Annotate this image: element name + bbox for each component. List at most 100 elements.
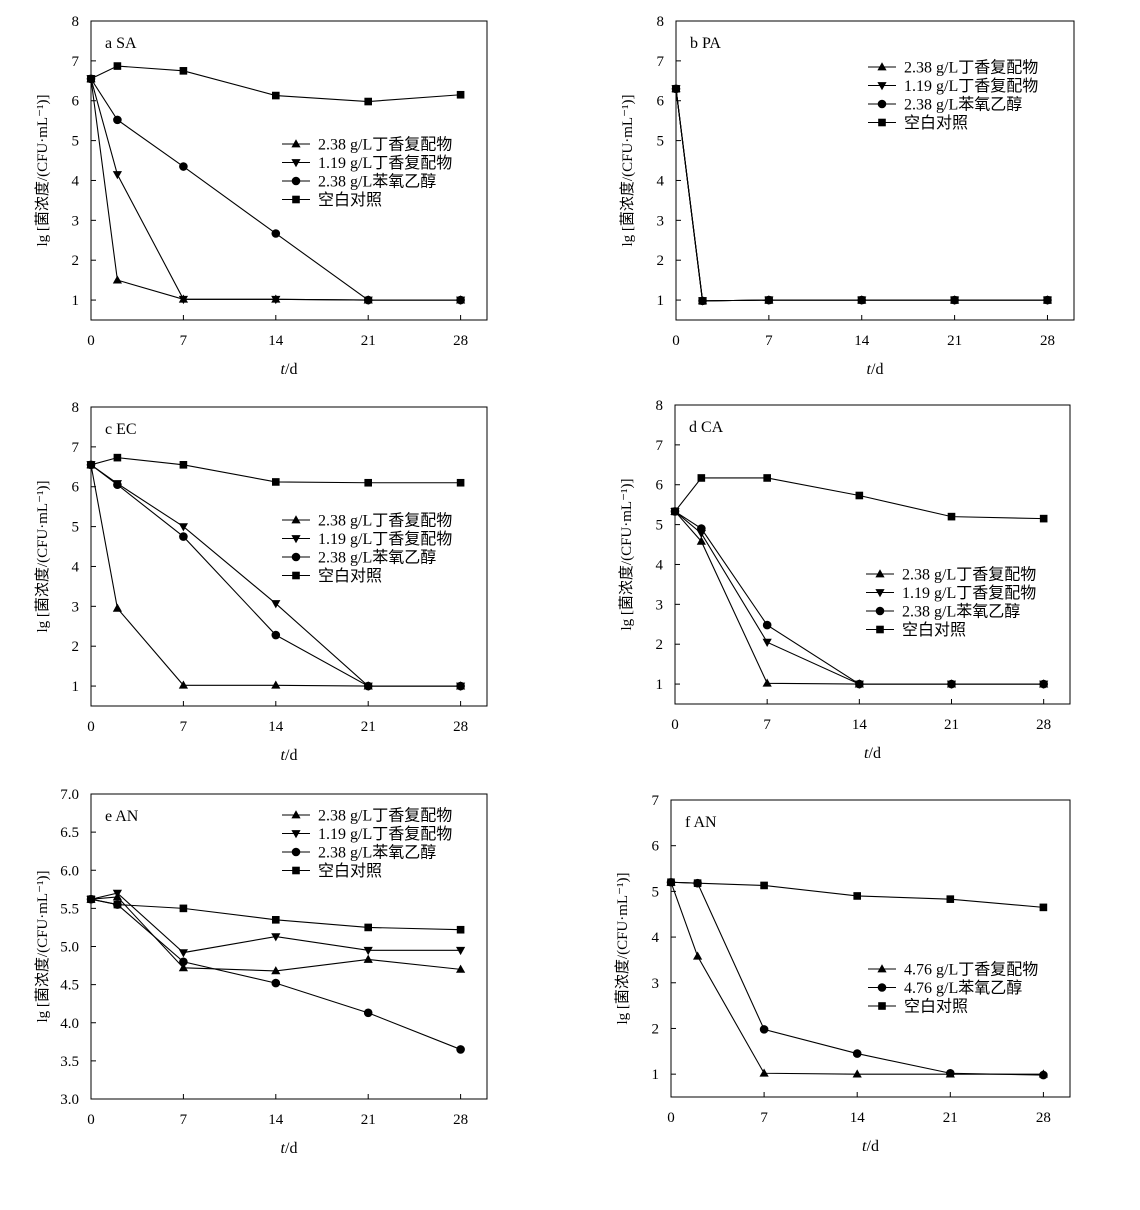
x-axis-label: t/d [864,745,881,762]
data-point [697,474,706,482]
data-point [693,879,702,887]
data-point [87,895,95,904]
data-point [87,75,95,83]
y-tick-label: 6.0 [60,863,79,879]
plot-frame [90,20,488,321]
data-point [364,97,372,106]
x-tick-label: 14 [850,1110,866,1126]
x-axis-label: t/d [862,1138,879,1155]
legend-entry: 空白对照 [904,998,968,1016]
y-tick-label: 8 [656,398,664,414]
data-point [179,904,188,913]
x-tick-label: 7 [180,719,188,735]
series-line [674,477,1044,520]
series-line [90,464,461,687]
y-tick-label: 5 [656,518,664,534]
legend-marker [875,569,885,578]
series-2 [671,85,1053,306]
series-line [90,78,461,301]
y-axis-label: lg [菌浓度/(CFU·mL⁻¹)] [34,871,51,1023]
legend-marker [877,62,887,71]
data-point [852,1049,862,1058]
series-line [670,881,1044,908]
x-tick-label: 28 [1040,333,1055,349]
x-tick-label: 0 [87,719,95,735]
y-tick-label: 2 [656,637,664,653]
y-tick-label: 2 [72,639,80,655]
data-point [857,296,866,304]
chart-panel-4: 0 7 14 21 28 1 2 3 4 5 6 7 8 t/d lg [菌浓度/(CFU·mL⁻¹)] d … [618,398,1071,762]
data-point [363,681,373,691]
panel-label: f AN [685,814,717,831]
legend-entry: 2.38 g/L丁香复配物 [902,566,1036,584]
series-3 [667,878,1048,912]
x-axis-label: t/d [281,361,298,378]
plot-frame [674,404,1071,705]
legend-marker [292,866,300,875]
x-tick-label: 0 [667,1110,675,1126]
data-point [763,474,771,482]
x-tick-label: 7 [180,333,188,349]
legend-marker [877,983,887,992]
y-tick-label: 8 [72,400,80,416]
legend-entry: 4.76 g/L苯氧乙醇 [904,979,1022,997]
data-point [456,295,465,305]
data-point [363,954,373,963]
legend-entry: 2.38 g/L苯氧乙醇 [318,549,436,567]
series-4 [672,84,1052,305]
y-tick-label: 2 [72,253,80,269]
data-point [364,478,372,487]
data-point [456,681,465,691]
data-point [667,878,675,887]
y-axis-label: lg [菌浓度/(CFU·mL⁻¹)] [618,479,635,631]
x-tick-label: 0 [671,717,679,733]
legend-entry: 1.19 g/L丁香复配物 [318,825,452,843]
y-tick-label: 6 [72,480,80,496]
x-tick-label: 7 [763,717,771,733]
data-point [946,895,955,903]
data-point [950,296,959,304]
x-tick-label: 7 [180,1112,188,1128]
chart-panel-2: 0 7 14 21 28 1 2 3 4 5 6 7 8 t/d lg [菌浓度/(CFU·mL⁻¹)] b … [619,14,1075,378]
y-tick-label: 4.0 [60,1016,79,1032]
legend-marker [877,964,887,973]
plot-frame [675,20,1075,321]
data-point [363,946,373,956]
legend-marker [875,606,885,616]
series-3 [86,460,465,691]
data-point [271,966,281,975]
x-tick-label: 21 [944,717,959,733]
series-line [90,457,461,484]
y-tick-label: 4 [72,173,80,189]
y-axis-label: lg [菌浓度/(CFU·mL⁻¹)] [619,95,636,247]
data-point [1039,903,1048,912]
y-tick-label: 4 [657,173,665,189]
data-point [113,62,122,70]
legend-entry: 1.19 g/L丁香复配物 [318,530,452,548]
chart-panel-5: 0 7 14 21 28 3.0 3.5 4.0 4.5 5.0 5.5 6.0 6.5 7.0 t/d lg… [34,787,488,1157]
data-point [112,275,122,284]
panel-label: c EC [105,421,137,438]
data-point [855,679,864,689]
chart-panel-3: 0 7 14 21 28 1 2 3 4 5 6 7 8 t/d lg [菌浓度/(CFU·mL⁻¹)] c … [34,400,488,764]
data-point [696,536,706,545]
legend-entry: 2.38 g/L苯氧乙醇 [904,96,1022,114]
y-tick-label: 6.5 [60,825,79,841]
series-line [90,892,461,954]
panel-label: e AN [105,808,139,825]
data-point [271,978,281,988]
x-axis-label: t/d [867,361,884,378]
data-point [1039,514,1048,523]
data-point [113,900,122,909]
data-point [759,1025,769,1034]
data-point [698,297,707,305]
series-line [670,881,1044,1076]
data-point [1043,296,1052,304]
data-point [271,630,281,640]
y-tick-label: 5 [652,884,660,900]
x-axis-label: t/d [281,747,298,764]
y-tick-label: 1 [656,677,664,693]
